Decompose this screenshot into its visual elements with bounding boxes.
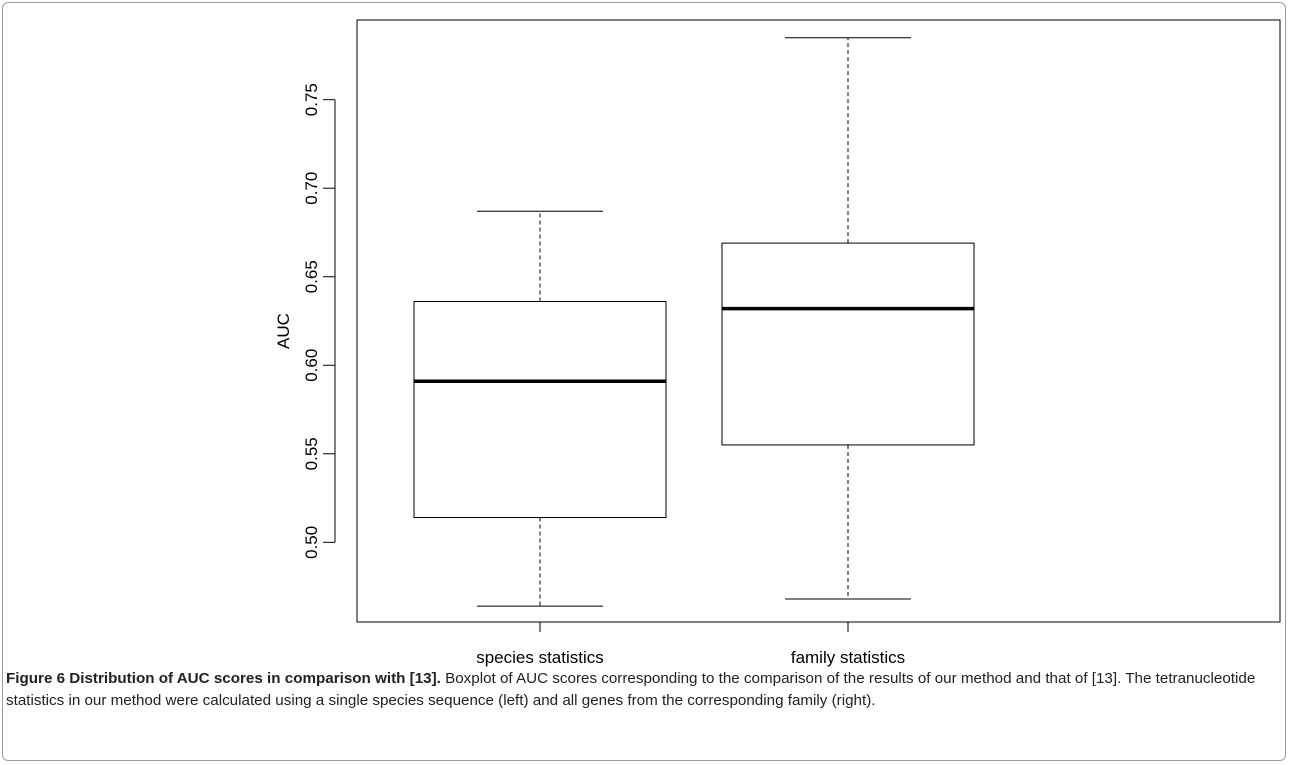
y-tick-label: 0.65 bbox=[302, 260, 321, 293]
iqr-box bbox=[721, 242, 975, 446]
x-axis: species statistics family statistics bbox=[476, 622, 905, 667]
boxes-group bbox=[413, 37, 975, 607]
y-tick-label: 0.60 bbox=[302, 349, 321, 382]
y-tick-label: 0.75 bbox=[302, 83, 321, 116]
box-species-statistics bbox=[413, 210, 667, 607]
boxplot-chart: 0.50 0.55 0.60 0.65 0.70 0.75 species statist… bbox=[274, 19, 1281, 667]
box-family-statistics bbox=[721, 37, 975, 600]
y-tick-label: 0.70 bbox=[302, 172, 321, 205]
plot-area-frame bbox=[356, 19, 1281, 623]
x-tick-label: species statistics bbox=[476, 648, 604, 667]
y-axis-label: AUC bbox=[274, 313, 293, 349]
y-tick-label: 0.50 bbox=[302, 526, 321, 559]
y-axis: 0.50 0.55 0.60 0.65 0.70 0.75 bbox=[302, 83, 336, 559]
iqr-box bbox=[413, 301, 667, 519]
figure-caption: Figure 6 Distribution of AUC scores in c… bbox=[6, 668, 1282, 712]
caption-lead: Figure 6 Distribution of AUC scores in c… bbox=[6, 670, 441, 687]
caption-body: Boxplot of AUC scores corresponding to t… bbox=[6, 670, 1256, 709]
y-tick-label: 0.55 bbox=[302, 437, 321, 470]
x-tick-label: family statistics bbox=[791, 648, 905, 667]
